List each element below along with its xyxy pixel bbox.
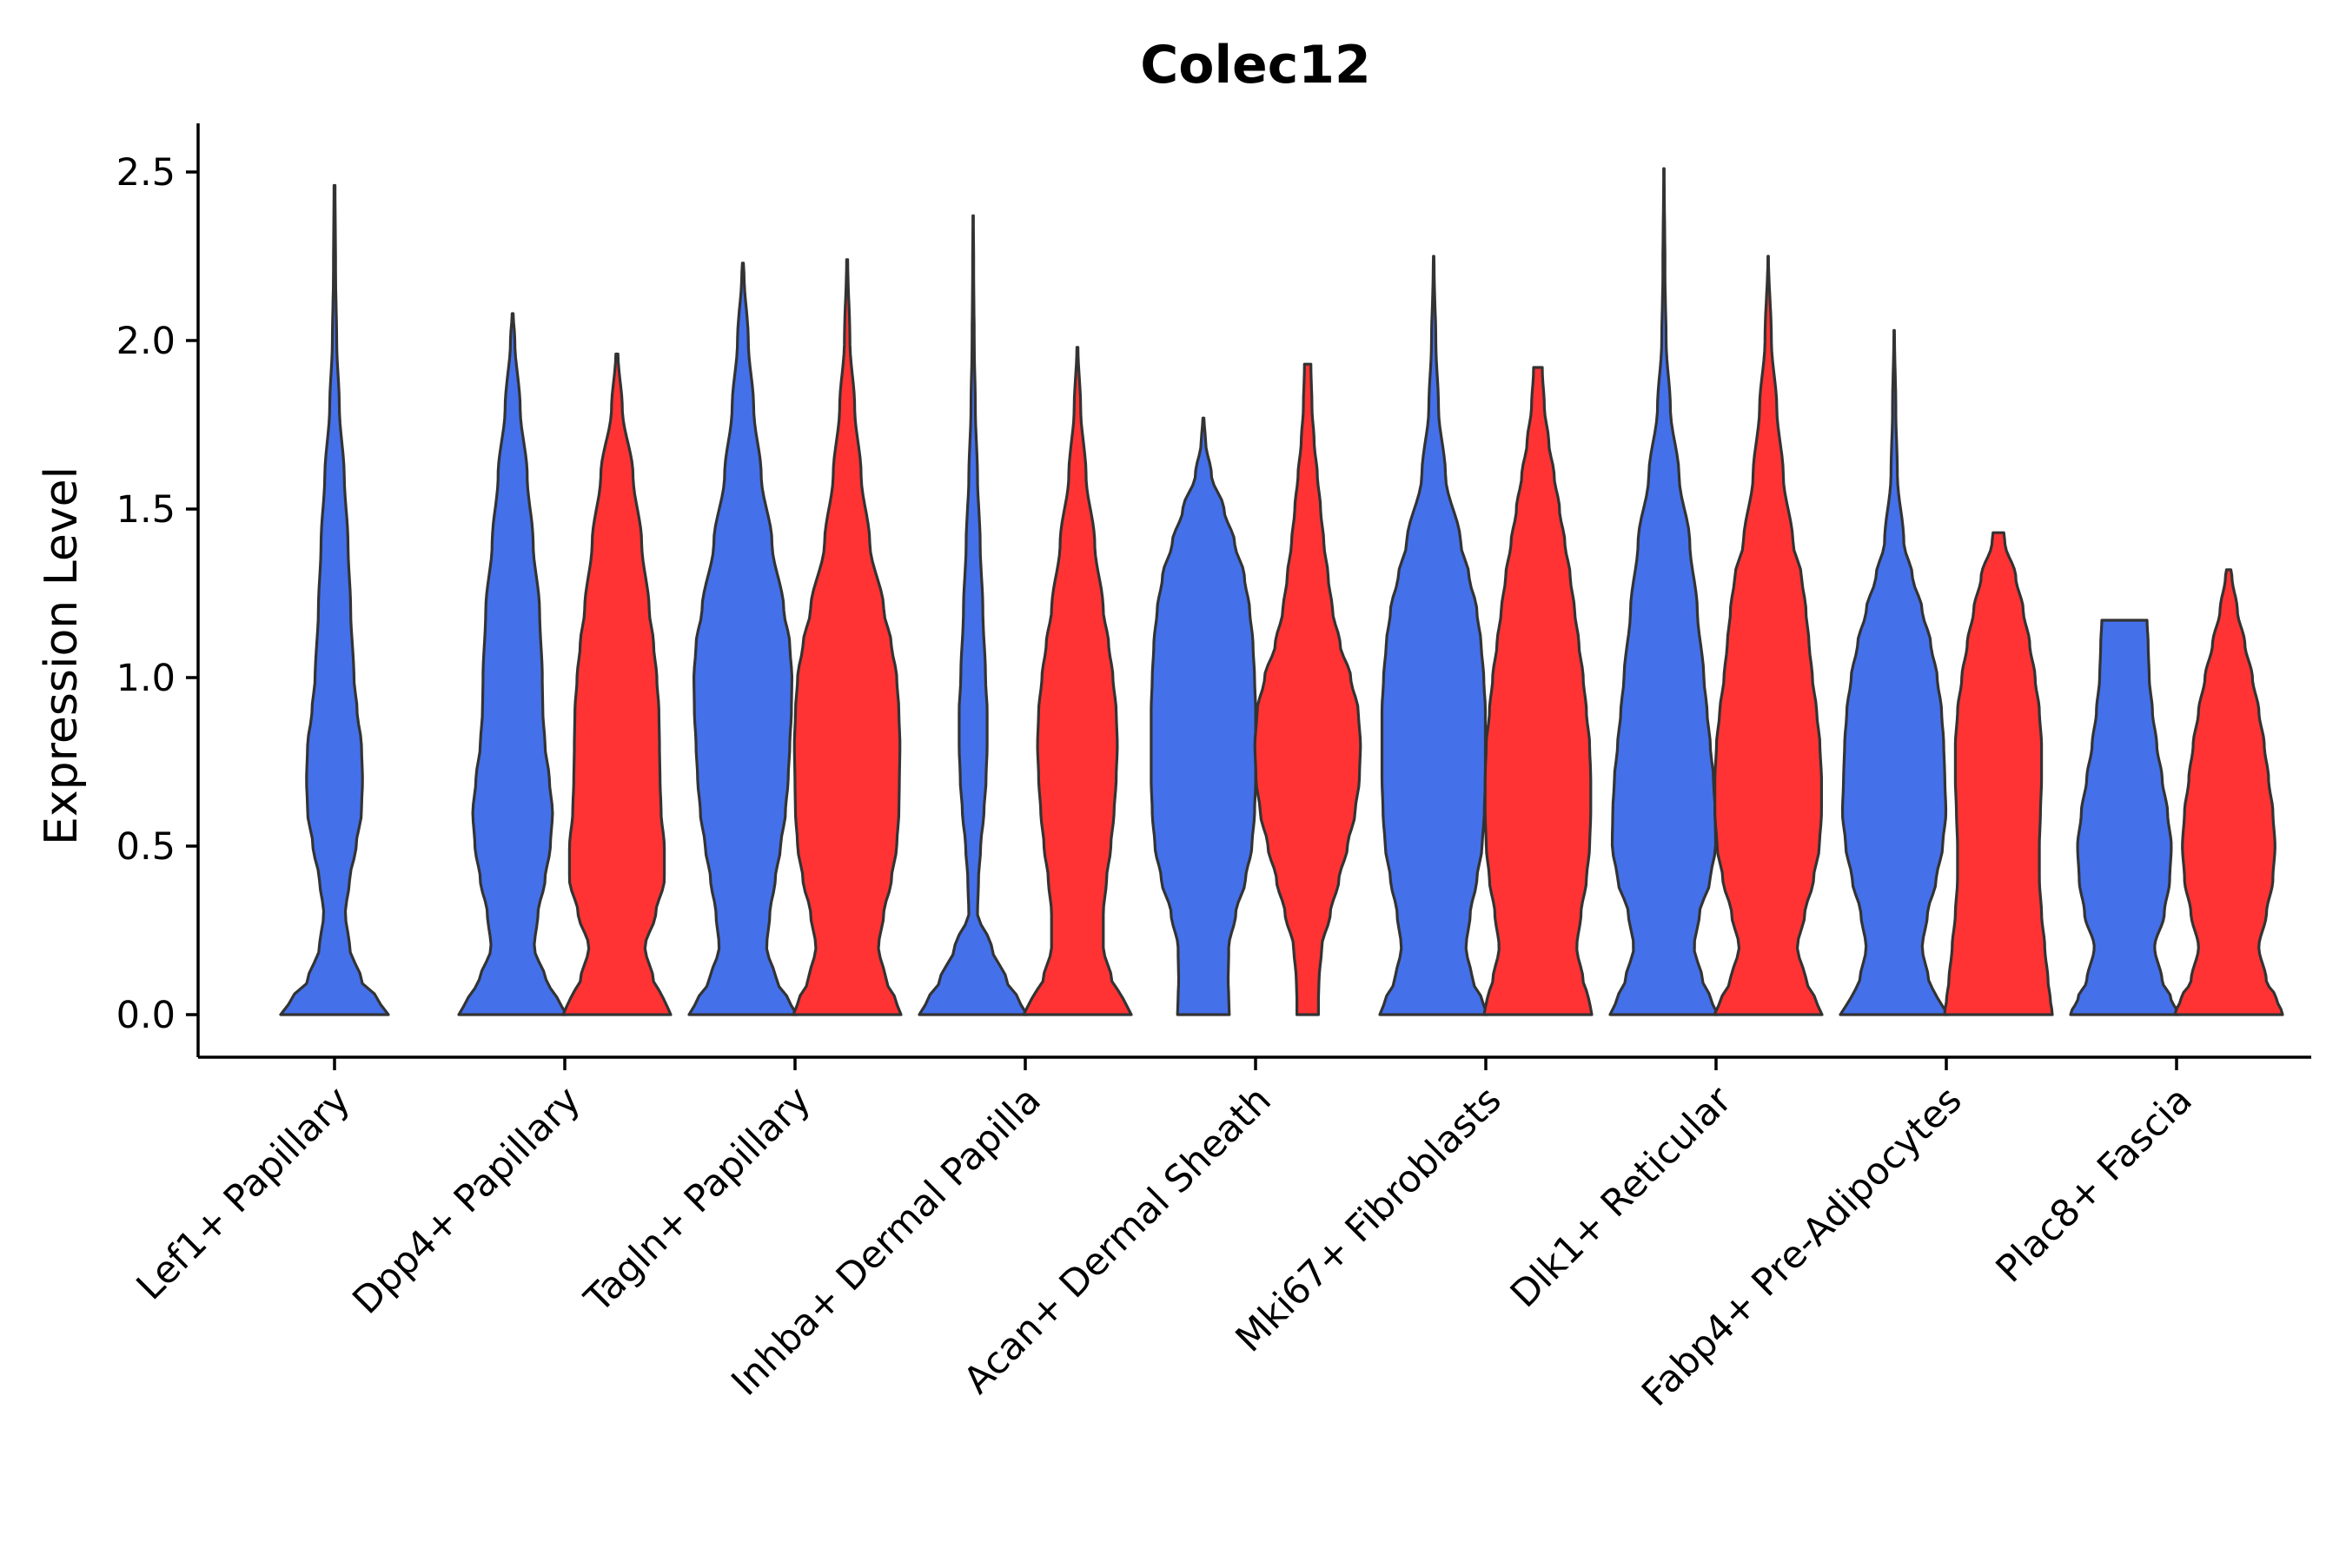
violin-dlk1-reticular-1 xyxy=(1608,167,1720,1016)
violin-fabp4-pre-adipocytes-1 xyxy=(1839,328,1950,1016)
y-tick-label: 0.0 xyxy=(116,994,176,1037)
violin-lef1-papillary-1 xyxy=(279,183,390,1016)
y-tick-label: 2.0 xyxy=(116,320,176,363)
violin-dlk1-reticular-2 xyxy=(1713,255,1824,1016)
violin-tagln-papillary-2 xyxy=(792,258,903,1016)
violin-plac8-fascia-1 xyxy=(2069,619,2180,1016)
x-tick-label: Mki67+ Fibroblasts xyxy=(1228,1078,1510,1360)
violin-dpp4-papillary-1 xyxy=(457,312,568,1016)
violin-dpp4-papillary-2 xyxy=(561,352,673,1016)
y-tick-label: 2.5 xyxy=(116,151,176,195)
violin-inhba-dermal-papilla-1 xyxy=(918,214,1029,1016)
x-tick-label: Tagln+ Papillary xyxy=(576,1078,819,1321)
violin-acan-dermal-sheath-2 xyxy=(1253,362,1362,1016)
violin-inhba-dermal-papilla-2 xyxy=(1022,346,1133,1016)
violin-acan-dermal-sheath-1 xyxy=(1150,416,1257,1016)
x-tick-label: Dpp4+ Papillary xyxy=(345,1078,589,1322)
violin-tagln-papillary-1 xyxy=(687,261,799,1016)
y-tick-label: 1.5 xyxy=(116,488,176,532)
chart-title: Colec12 xyxy=(1140,35,1371,96)
x-tick-label: Plac8+ Fascia xyxy=(1988,1078,2201,1291)
y-axis-title: Expression Level xyxy=(36,466,88,845)
y-tick-label: 1.0 xyxy=(116,657,176,700)
y-axis: 0.0 0.5 1.0 1.5 2.0 2.5 xyxy=(116,123,200,1057)
violin-plac8-fascia-2 xyxy=(2173,568,2284,1016)
violins-layer xyxy=(279,167,2284,1016)
y-tick-label: 0.5 xyxy=(116,825,176,869)
violin-mki67-fibroblasts-2 xyxy=(1482,366,1594,1016)
x-tick-label: Lef1+ Papillary xyxy=(129,1078,359,1308)
violin-mki67-fibroblasts-1 xyxy=(1378,255,1489,1016)
x-tick-label: Dlk1+ Reticular xyxy=(1502,1078,1740,1316)
violin-fabp4-pre-adipocytes-2 xyxy=(1943,531,2054,1016)
